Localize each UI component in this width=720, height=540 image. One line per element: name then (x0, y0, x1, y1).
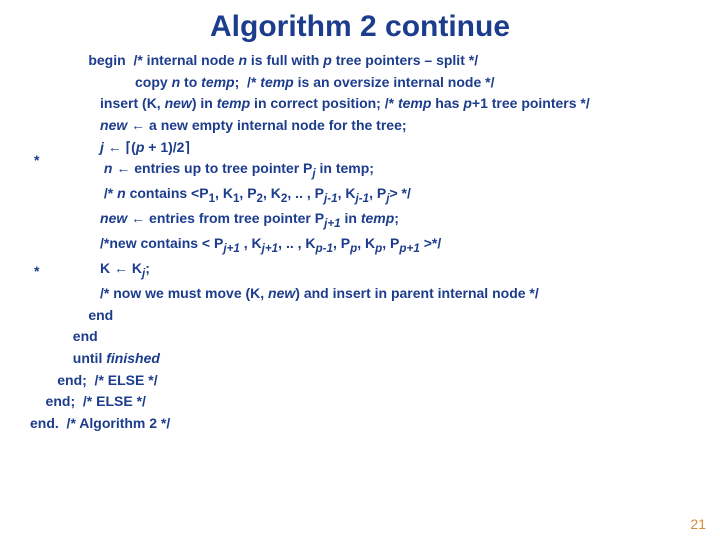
code-line: /*new contains < Pj+1 , Kj+1, .. , Kp-1,… (30, 233, 720, 258)
pseudocode-block: begin /* internal node n is full with p … (0, 50, 720, 435)
code-line: end; /* ELSE */ (30, 370, 720, 392)
code-line: until finished (30, 348, 720, 370)
code-line: n ← entries up to tree pointer Pj in tem… (30, 158, 720, 183)
code-line: end; /* ELSE */ (30, 391, 720, 413)
code-line: new ← a new empty internal node for the … (30, 115, 720, 137)
code-line: begin /* internal node n is full with p … (30, 50, 720, 72)
code-line: copy n to temp; /* temp is an oversize i… (30, 72, 720, 94)
code-line: new ← entries from tree pointer Pj+1 in … (30, 208, 720, 233)
code-line: end (30, 326, 720, 348)
code-line: end. /* Algorithm 2 */ (30, 413, 720, 435)
code-line: insert (K, new) in temp in correct posit… (30, 93, 720, 115)
slide-number: 21 (690, 516, 706, 532)
marker-star-2: * (34, 263, 39, 279)
code-line: /* n contains <P1, K1, P2, K2, .. , Pj-1… (30, 183, 720, 208)
code-line: end (30, 305, 720, 327)
code-line: j ← ⌈(p + 1)/2⌉ (30, 137, 720, 159)
code-line: K ← Kj; (30, 258, 720, 283)
marker-star-1: * (34, 152, 39, 168)
page-title: Algorithm 2 continue (0, 0, 720, 50)
code-line: /* now we must move (K, new) and insert … (30, 283, 720, 305)
